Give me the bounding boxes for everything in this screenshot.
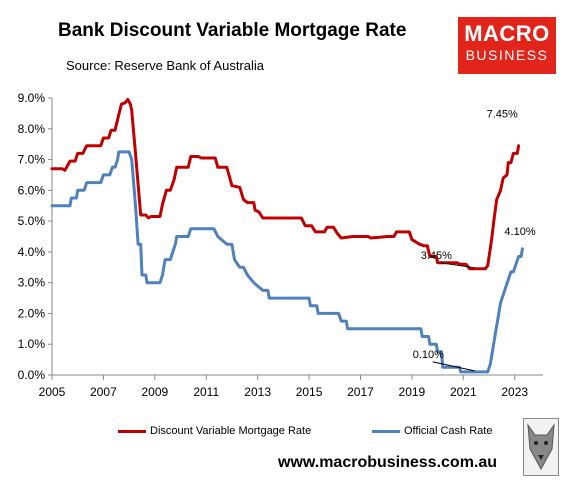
y-tick-label: 3.0% (18, 276, 46, 290)
x-tick-label: 2005 (39, 385, 66, 399)
y-tick-label: 6.0% (18, 183, 46, 197)
y-tick-label: 0.0% (18, 368, 46, 382)
x-tick-label: 2023 (501, 385, 528, 399)
legend-label-cash: Official Cash Rate (404, 425, 493, 437)
series-line-mortgage-rate (50, 98, 521, 271)
legend-item-mortgage: Discount Variable Mortgage Rate (118, 425, 311, 437)
x-tick-label: 2007 (90, 385, 117, 399)
legend-label-mortgage: Discount Variable Mortgage Rate (150, 425, 312, 437)
y-tick-label: 8.0% (18, 122, 46, 136)
wolf-badge-icon (523, 418, 559, 476)
chart-title: Bank Discount Variable Mortgage Rate (58, 20, 407, 41)
x-tick-label: 2017 (347, 385, 374, 399)
y-tick-label: 9.0% (18, 91, 46, 105)
y-tick-label: 7.0% (18, 153, 46, 167)
footer-url: www.macrobusiness.com.au (278, 454, 498, 471)
logo-line-1: MACRO (464, 21, 550, 46)
x-tick-label: 2009 (141, 385, 168, 399)
x-tick-label: 2011 (193, 385, 219, 399)
chart-subtitle: Source: Reserve Bank of Australia (66, 58, 264, 73)
annotation-pointer (432, 361, 475, 372)
annotation-label: 7.45% (487, 109, 518, 121)
x-tick-label: 2015 (296, 385, 323, 399)
series-line-cash-rate (50, 150, 524, 374)
annotation-label: 0.10% (413, 349, 444, 361)
x-tick-label: 2019 (399, 385, 426, 399)
macrobusiness-logo: MACRO BUSINESS (458, 17, 556, 74)
x-tick-label: 2021 (450, 385, 477, 399)
y-tick-label: 2.0% (18, 306, 46, 320)
y-tick-label: 4.0% (18, 245, 46, 259)
annotation-label: 4.10% (504, 226, 535, 238)
annotation-label: 3.45% (421, 250, 452, 262)
annotation-pointer (440, 262, 475, 269)
y-tick-label: 1.0% (18, 337, 46, 351)
x-tick-label: 2013 (244, 385, 271, 399)
legend-swatch-cash (372, 429, 400, 433)
legend-item-cash: Official Cash Rate (372, 425, 492, 437)
y-tick-label: 5.0% (18, 214, 46, 228)
legend-swatch-mortgage (118, 429, 146, 433)
logo-line-2: BUSINESS (465, 47, 549, 63)
